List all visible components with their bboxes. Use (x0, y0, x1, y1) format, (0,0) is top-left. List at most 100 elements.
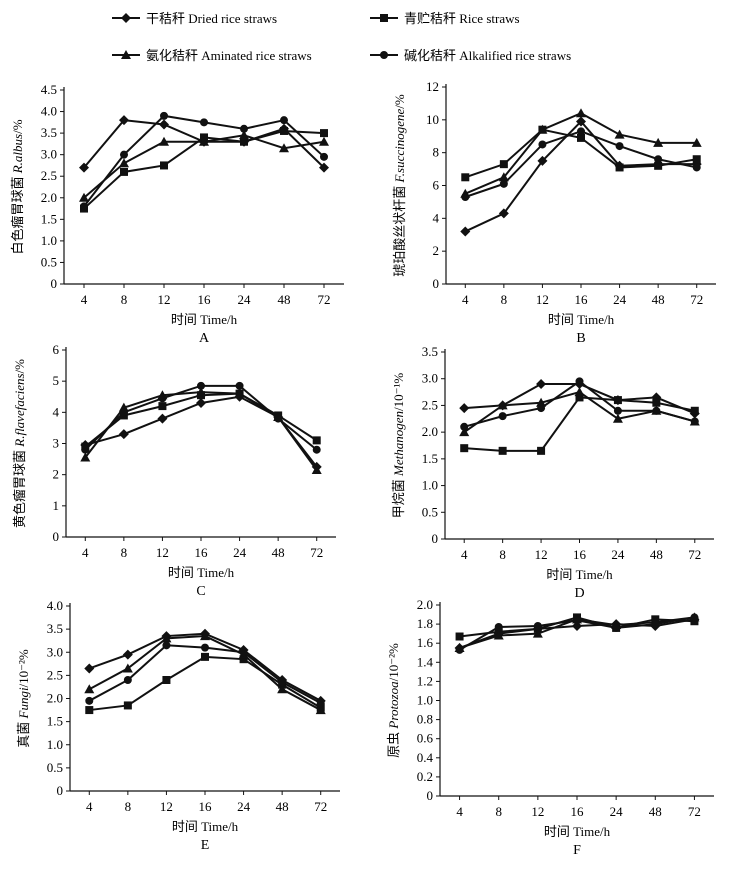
data-point (79, 192, 89, 202)
y-tick-label: 2.0 (422, 424, 438, 439)
legend-marker (380, 51, 388, 59)
x-tick-label: 12 (156, 545, 169, 560)
data-point (498, 208, 509, 219)
y-axis-label: 白色瘤胃球菌 R.albus/% (10, 119, 25, 254)
data-point (160, 161, 168, 170)
data-point (651, 620, 660, 629)
y-tick-label: 1.0 (41, 233, 57, 248)
y-tick-label: 2 (53, 467, 60, 482)
series (461, 127, 701, 201)
y-tick-label: 1.0 (417, 693, 433, 708)
y-axis-label: 真菌 Fungi/10⁻²% (16, 649, 31, 748)
legend: 干秸秆 Dried rice straws 青贮秸秆 Rice straws 氨化秸… (112, 11, 571, 63)
x-tick-label: 4 (82, 545, 89, 560)
data-point (200, 118, 208, 127)
x-tick-label: 12 (531, 804, 544, 819)
data-point (494, 622, 503, 631)
x-tick-label: 72 (690, 292, 703, 307)
data-point (118, 429, 129, 440)
data-point (239, 655, 248, 664)
data-point (654, 155, 663, 164)
x-tick-label: 4 (86, 799, 93, 814)
x-tick-label: 48 (649, 804, 662, 819)
data-point (320, 152, 328, 161)
data-point (455, 645, 464, 654)
y-tick-label: 1.0 (422, 478, 438, 493)
series (80, 111, 328, 211)
legend-label: 干秸秆 Dried rice straws (146, 11, 277, 26)
y-tick-label: 12 (426, 79, 439, 94)
data-point (200, 631, 210, 641)
data-point (159, 119, 169, 130)
y-label-species: F.succinogene (392, 108, 407, 183)
data-point (612, 623, 621, 632)
y-tick-label: 2.0 (417, 597, 433, 612)
data-point (572, 621, 582, 632)
y-tick-label: 1.6 (417, 635, 434, 650)
x-tick-label: 16 (198, 292, 212, 307)
data-point (460, 422, 469, 431)
data-point (277, 684, 288, 694)
x-tick-label: 48 (650, 547, 663, 562)
data-point (279, 143, 289, 153)
data-point (460, 444, 469, 453)
y-tick-label: 1.5 (41, 211, 57, 226)
x-axis-label: 时间 Time/h (168, 565, 235, 580)
series (460, 393, 699, 455)
legend-entry: 氨化秸秆 Aminated rice straws (112, 48, 312, 63)
legend-label: 青贮秸秆 Rice straws (404, 11, 520, 26)
y-label-species: Protozoa (386, 681, 401, 730)
data-point (690, 613, 699, 622)
x-axis-label: 时间 Time/h (172, 819, 239, 834)
data-point (239, 648, 248, 657)
y-label-unit: /10⁻²% (16, 649, 31, 687)
y-tick-label: 1.4 (417, 654, 434, 669)
panels: 00.51.01.52.02.53.03.54.04.54 8 12 16 24 48 72… (10, 79, 716, 858)
data-point (84, 663, 95, 674)
x-tick-label: 24 (238, 292, 252, 307)
data-point (653, 137, 664, 147)
data-point (280, 126, 288, 135)
x-tick-label: 12 (160, 799, 173, 814)
y-tick-label: 0 (433, 276, 440, 291)
data-point (81, 445, 90, 454)
legend-marker (380, 14, 388, 22)
y-label-species: Fungi (16, 687, 31, 719)
y-tick-label: 0.2 (417, 769, 433, 784)
y-label-unit: /10⁻²% (386, 643, 401, 681)
data-point (615, 142, 624, 151)
panel-letter: B (576, 331, 585, 346)
data-point (240, 124, 248, 133)
y-tick-label: 0 (427, 788, 434, 803)
x-axis-label: 时间 Time/h (544, 824, 611, 839)
data-point (240, 137, 248, 146)
data-point (577, 127, 585, 136)
y-tick-label: 4.5 (41, 82, 57, 97)
data-point (461, 192, 470, 201)
data-point (537, 155, 548, 166)
data-point (455, 632, 464, 641)
y-tick-label: 2 (433, 243, 440, 258)
data-point (162, 641, 171, 650)
data-point (123, 701, 132, 710)
x-tick-label: 24 (237, 799, 251, 814)
y-tick-label: 10 (426, 112, 439, 127)
legend-label: 碱化秸秆 Alkalified rice straws (404, 48, 571, 63)
y-tick-label: 4 (433, 210, 440, 225)
data-point (157, 413, 168, 424)
legend-marker (121, 13, 131, 23)
data-point (312, 445, 321, 454)
data-point (315, 705, 326, 715)
y-tick-label: 0.8 (417, 712, 433, 727)
series (460, 108, 702, 198)
data-point (119, 115, 129, 126)
data-point (537, 446, 546, 455)
data-point (692, 155, 701, 164)
data-point (199, 136, 209, 146)
y-label-species: R.albus (10, 134, 25, 174)
y-tick-label: 2.0 (41, 190, 57, 205)
data-point (614, 129, 625, 139)
data-point (119, 158, 129, 168)
